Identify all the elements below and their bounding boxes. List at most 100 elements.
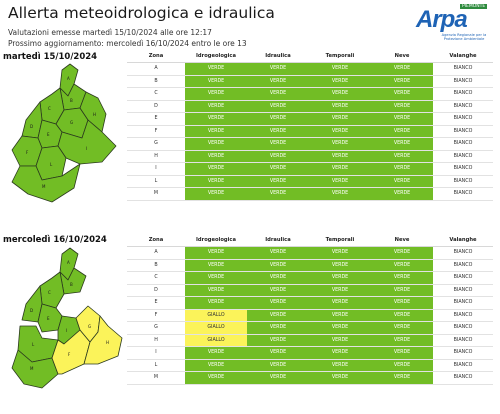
temporali-cell: VERDE <box>309 162 371 176</box>
idrogeologica-cell: VERDE <box>185 187 247 201</box>
svg-text:C: C <box>48 106 51 111</box>
valanghe-cell: BIANCO <box>433 87 493 101</box>
temporali-cell: VERDE <box>309 334 371 347</box>
neve-cell: VERDE <box>371 259 433 272</box>
valanghe-cell: BIANCO <box>433 296 493 310</box>
valanghe-cell: BIANCO <box>433 321 493 335</box>
map-zone-m[interactable] <box>11 349 59 389</box>
temporali-cell: VERDE <box>309 259 371 272</box>
arpa-logo[interactable]: Arpa PIEMONTE Agenzia Regionale per la P… <box>414 4 494 48</box>
col-zona: Zona <box>127 234 185 247</box>
zone-cell: E <box>127 296 185 310</box>
zone-cell: F <box>127 309 185 322</box>
temporali-cell: VERDE <box>309 112 371 126</box>
svg-text:D: D <box>30 308 33 313</box>
zone-cell: C <box>127 271 185 285</box>
table-row: F GIALLO VERDE VERDE VERDE BIANCO <box>127 309 493 322</box>
valanghe-cell: BIANCO <box>433 259 493 272</box>
idrogeologica-cell: VERDE <box>185 359 247 372</box>
temporali-cell: VERDE <box>309 359 371 372</box>
issued-timestamp: Valutazioni emesse martedì 15/10/2024 al… <box>8 28 212 37</box>
svg-text:F: F <box>68 352 71 357</box>
table-row: B VERDE VERDE VERDE VERDE BIANCO <box>127 259 493 272</box>
day2-alert-table: Zona Idrogeologica Idraulica Temporali N… <box>127 234 493 385</box>
zone-cell: F <box>127 125 185 138</box>
idraulica-cell: VERDE <box>247 175 309 188</box>
idraulica-cell: VERDE <box>247 259 309 272</box>
neve-cell: VERDE <box>371 162 433 176</box>
neve-cell: VERDE <box>371 62 433 76</box>
table-row: D VERDE VERDE VERDE VERDE BIANCO <box>127 284 493 297</box>
svg-text:M: M <box>42 184 46 189</box>
table-row: H GIALLO VERDE VERDE VERDE BIANCO <box>127 334 493 347</box>
zone-cell: M <box>127 371 185 385</box>
table-row: B VERDE VERDE VERDE VERDE BIANCO <box>127 75 493 88</box>
valanghe-cell: BIANCO <box>433 334 493 347</box>
table-row: D VERDE VERDE VERDE VERDE BIANCO <box>127 100 493 113</box>
zone-cell: G <box>127 321 185 335</box>
col-zona: Zona <box>127 50 185 63</box>
idraulica-cell: VERDE <box>247 246 309 260</box>
valanghe-cell: BIANCO <box>433 371 493 385</box>
valanghe-cell: BIANCO <box>433 309 493 322</box>
zone-cell: M <box>127 187 185 201</box>
idrogeologica-cell: GIALLO <box>185 309 247 322</box>
zone-cell: C <box>127 87 185 101</box>
valanghe-cell: BIANCO <box>433 125 493 138</box>
temporali-cell: VERDE <box>309 187 371 201</box>
day1-piemonte-map[interactable]: A B C D E F G H I L M <box>2 62 128 214</box>
zone-cell: D <box>127 284 185 297</box>
idraulica-cell: VERDE <box>247 321 309 335</box>
valanghe-cell: BIANCO <box>433 150 493 163</box>
map-zone-c[interactable] <box>39 271 65 309</box>
table-row: C VERDE VERDE VERDE VERDE BIANCO <box>127 87 493 101</box>
col-idraulica: Idraulica <box>247 50 309 63</box>
valanghe-cell: BIANCO <box>433 112 493 126</box>
idraulica-cell: VERDE <box>247 100 309 113</box>
idrogeologica-cell: VERDE <box>185 284 247 297</box>
map-zone-h[interactable] <box>83 315 123 365</box>
neve-cell: VERDE <box>371 271 433 285</box>
day2-piemonte-map[interactable]: A B C D E L M I F G H <box>2 246 128 398</box>
table-row: L VERDE VERDE VERDE VERDE BIANCO <box>127 175 493 188</box>
valanghe-cell: BIANCO <box>433 284 493 297</box>
neve-cell: VERDE <box>371 296 433 310</box>
table-row: E VERDE VERDE VERDE VERDE BIANCO <box>127 296 493 310</box>
idraulica-cell: VERDE <box>247 87 309 101</box>
idraulica-cell: VERDE <box>247 296 309 310</box>
neve-cell: VERDE <box>371 246 433 260</box>
svg-text:M: M <box>30 366 34 371</box>
idrogeologica-cell: VERDE <box>185 137 247 151</box>
day2-date-label: mercoledì 16/10/2024 <box>3 235 107 245</box>
valanghe-cell: BIANCO <box>433 100 493 113</box>
zone-cell: I <box>127 346 185 360</box>
svg-text:B: B <box>70 98 73 103</box>
zone-cell: L <box>127 359 185 372</box>
map-zone-m[interactable] <box>11 163 81 203</box>
idrogeologica-cell: VERDE <box>185 100 247 113</box>
temporali-cell: VERDE <box>309 296 371 310</box>
valanghe-cell: BIANCO <box>433 246 493 260</box>
zone-cell: D <box>127 100 185 113</box>
svg-text:E: E <box>47 316 50 321</box>
idraulica-cell: VERDE <box>247 162 309 176</box>
map-zone-i[interactable] <box>57 119 117 165</box>
temporali-cell: VERDE <box>309 309 371 322</box>
temporali-cell: VERDE <box>309 175 371 188</box>
table-row: I VERDE VERDE VERDE VERDE BIANCO <box>127 346 493 360</box>
zone-cell: B <box>127 259 185 272</box>
svg-text:D: D <box>30 124 33 129</box>
idrogeologica-cell: VERDE <box>185 162 247 176</box>
idraulica-cell: VERDE <box>247 112 309 126</box>
temporali-cell: VERDE <box>309 371 371 385</box>
table-row: H VERDE VERDE VERDE VERDE BIANCO <box>127 150 493 163</box>
idrogeologica-cell: VERDE <box>185 75 247 88</box>
col-idraulica: Idraulica <box>247 234 309 247</box>
neve-cell: VERDE <box>371 137 433 151</box>
svg-text:E: E <box>47 132 50 137</box>
neve-cell: VERDE <box>371 175 433 188</box>
idrogeologica-cell: VERDE <box>185 62 247 76</box>
table-header-row: Zona Idrogeologica Idraulica Temporali N… <box>127 50 493 63</box>
zone-cell: H <box>127 150 185 163</box>
neve-cell: VERDE <box>371 334 433 347</box>
